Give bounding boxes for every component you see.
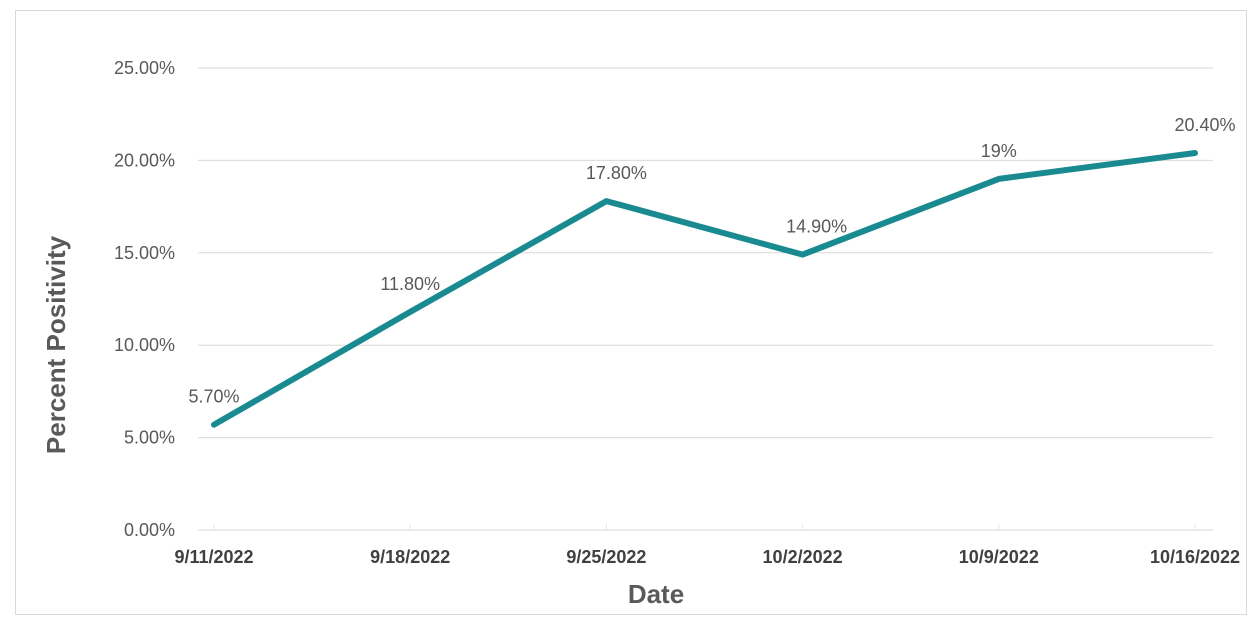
series-line	[211, 150, 1198, 428]
y-axis-title: Percent Positivity	[41, 235, 71, 454]
series-layer	[211, 150, 1198, 428]
data-label: 17.80%	[586, 163, 647, 183]
x-tick-label: 9/18/2022	[370, 547, 450, 567]
x-tick-label: 9/25/2022	[566, 547, 646, 567]
x-tick-label: 10/2/2022	[763, 547, 843, 567]
data-label: 5.70%	[188, 387, 239, 407]
y-tick-label: 0.00%	[124, 520, 175, 540]
data-label: 14.90%	[786, 217, 847, 237]
y-tick-label: 15.00%	[114, 243, 175, 263]
y-tick-label: 5.00%	[124, 428, 175, 448]
x-tick-label: 10/9/2022	[959, 547, 1039, 567]
y-tick-label: 10.00%	[114, 335, 175, 355]
data-label: 20.40%	[1174, 115, 1235, 135]
x-axis-title: Date	[628, 579, 684, 609]
data-label: 19%	[981, 141, 1017, 161]
x-tick-label: 9/11/2022	[174, 547, 253, 567]
gridlines	[198, 67, 1213, 531]
y-axis-ticks: 0.00% 5.00% 10.00% 15.00% 20.00% 25.00%	[114, 58, 175, 540]
y-tick-label: 20.00%	[114, 150, 175, 170]
x-tick-label: 10/16/2022	[1150, 547, 1240, 567]
x-axis-ticks: 9/11/2022 9/18/2022 9/25/2022 10/2/2022 10/9…	[174, 547, 1240, 567]
chart-frame	[15, 10, 1247, 615]
data-labels: 5.70% 11.80% 17.80% 14.90% 19% 20.40%	[188, 115, 1235, 407]
data-label: 11.80%	[380, 274, 440, 294]
y-tick-label: 25.00%	[114, 58, 175, 78]
